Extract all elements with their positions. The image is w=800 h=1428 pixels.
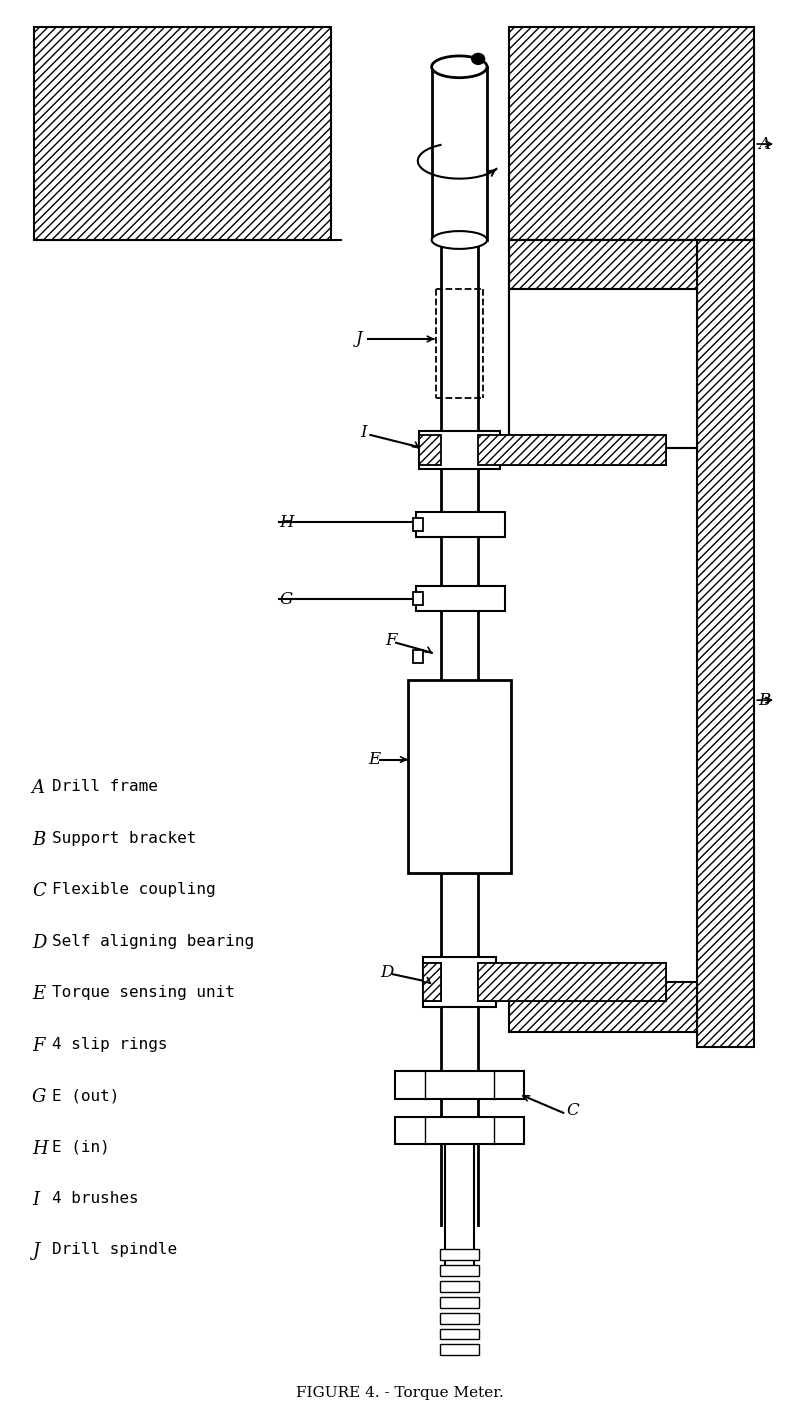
Text: I: I <box>361 424 367 441</box>
Bar <box>395 1117 524 1144</box>
Bar <box>416 513 505 537</box>
Text: A: A <box>32 780 45 797</box>
Bar <box>422 964 441 1001</box>
Bar <box>439 1281 479 1292</box>
Bar <box>439 1265 479 1277</box>
Text: I: I <box>32 1191 39 1210</box>
Text: 4 slip rings: 4 slip rings <box>52 1037 167 1051</box>
Text: Support bracket: Support bracket <box>52 831 196 845</box>
Bar <box>419 431 500 468</box>
Text: Self aligning bearing: Self aligning bearing <box>52 934 254 948</box>
Bar <box>422 964 441 1001</box>
Text: B: B <box>32 831 45 848</box>
Text: FIGURE 4. - Torque Meter.: FIGURE 4. - Torque Meter. <box>296 1385 504 1399</box>
Text: F: F <box>32 1037 44 1055</box>
Text: Drill spindle: Drill spindle <box>52 1242 177 1258</box>
Bar <box>697 240 754 1047</box>
Bar <box>395 1071 524 1100</box>
Bar <box>34 27 330 240</box>
Text: H: H <box>32 1140 48 1158</box>
Bar <box>408 680 511 874</box>
Bar <box>419 436 441 464</box>
Bar <box>419 436 441 464</box>
Bar <box>439 1297 479 1308</box>
Ellipse shape <box>432 231 487 248</box>
Text: E: E <box>32 985 45 1002</box>
Text: A: A <box>758 136 770 153</box>
Bar <box>478 964 666 1001</box>
Bar <box>439 1328 479 1339</box>
Bar <box>432 67 487 240</box>
Text: G: G <box>279 591 293 608</box>
Bar <box>413 650 422 663</box>
Bar <box>478 964 666 1001</box>
Text: C: C <box>566 1102 579 1120</box>
Bar <box>439 1312 479 1324</box>
Text: E (in): E (in) <box>52 1140 110 1154</box>
Ellipse shape <box>472 53 485 64</box>
Bar <box>439 1250 479 1261</box>
Text: E (out): E (out) <box>52 1088 119 1102</box>
Text: Drill frame: Drill frame <box>52 780 158 794</box>
Text: E: E <box>368 751 381 768</box>
Bar <box>416 587 505 611</box>
Bar <box>509 982 697 1031</box>
Bar <box>478 436 666 464</box>
Bar <box>509 27 754 240</box>
Bar <box>478 436 666 464</box>
Text: H: H <box>279 514 294 531</box>
Ellipse shape <box>432 56 487 77</box>
Text: C: C <box>32 883 46 900</box>
Text: Flexible coupling: Flexible coupling <box>52 883 215 897</box>
Text: D: D <box>380 964 394 981</box>
Text: Torque sensing unit: Torque sensing unit <box>52 985 234 1000</box>
Bar <box>439 1344 479 1355</box>
Text: F: F <box>385 633 397 650</box>
Bar <box>413 593 422 605</box>
Text: 4 brushes: 4 brushes <box>52 1191 138 1207</box>
Text: D: D <box>32 934 46 951</box>
Text: J: J <box>355 330 362 347</box>
Text: G: G <box>32 1088 46 1107</box>
Bar <box>413 518 422 531</box>
Bar <box>509 290 697 448</box>
Bar <box>509 240 697 290</box>
Bar <box>422 957 496 1007</box>
Text: J: J <box>32 1242 39 1261</box>
Text: B: B <box>758 691 770 708</box>
